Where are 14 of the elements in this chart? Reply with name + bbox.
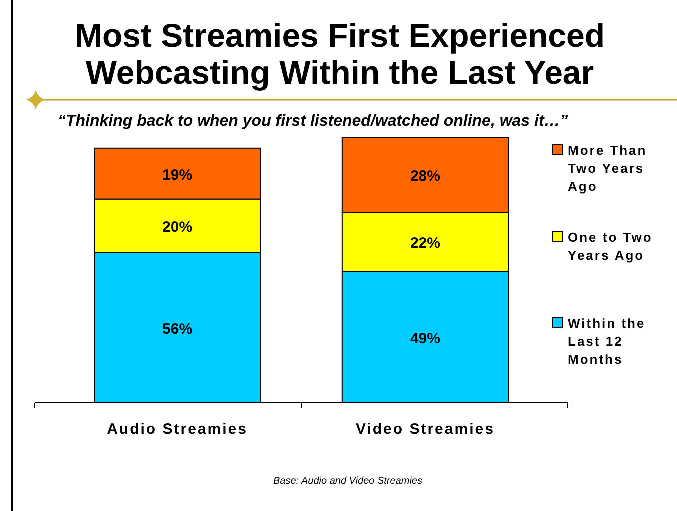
x-tick-label: Video Streamies bbox=[356, 421, 495, 438]
chart-subtitle: “Thinking back to when you first listened/watched online, was it…” bbox=[58, 113, 568, 130]
x-tick-label: Audio Streamies bbox=[107, 421, 248, 438]
data-label: 49% bbox=[410, 330, 440, 348]
legend-label: More Than Two Years Ago bbox=[568, 143, 648, 194]
text: Base: Audio and Video Streamies bbox=[274, 476, 422, 487]
legend-label: Within the Last 12 Months bbox=[568, 316, 646, 367]
legend-label: One to Two Years Ago bbox=[568, 230, 653, 263]
data-label: 20% bbox=[162, 219, 193, 236]
data-label: 22% bbox=[410, 235, 440, 252]
chart-title: Most Streamies First Experienced Webcasting Within the Last Year bbox=[74, 17, 606, 91]
data-label: 19% bbox=[162, 166, 193, 184]
data-label: 56% bbox=[162, 320, 193, 338]
data-label: 28% bbox=[410, 168, 440, 186]
